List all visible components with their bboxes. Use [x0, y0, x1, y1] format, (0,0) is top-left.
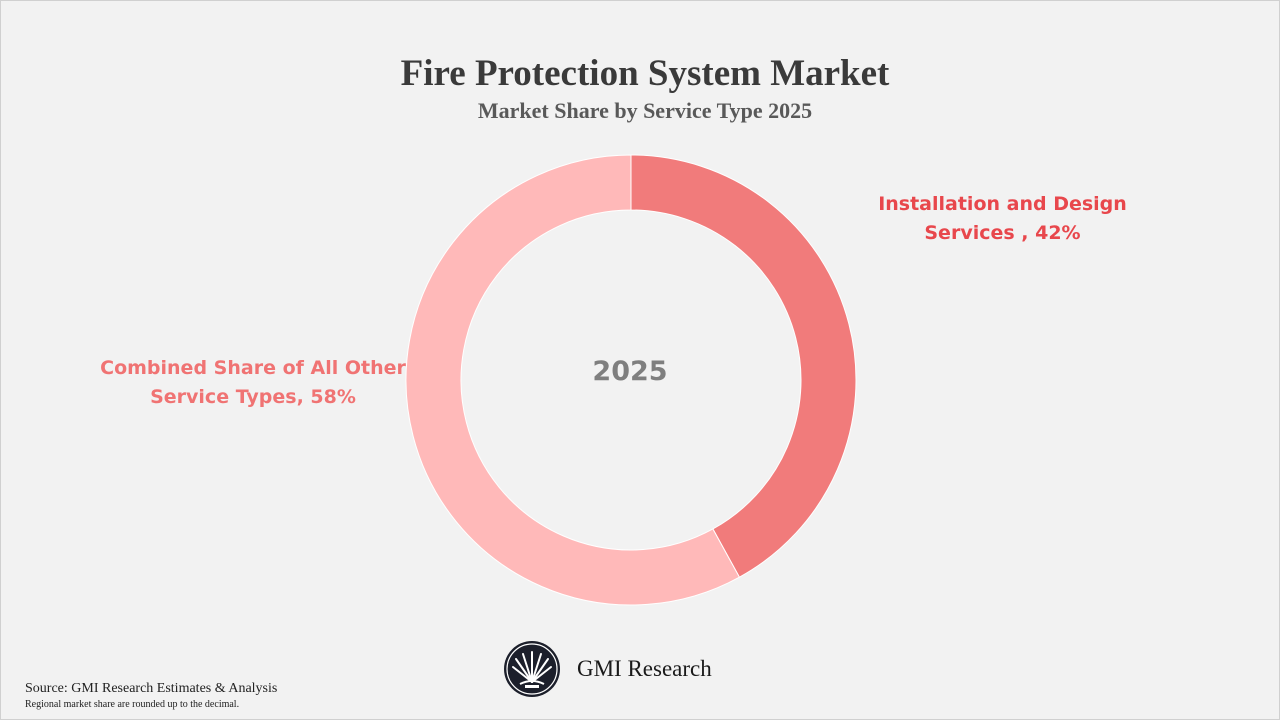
gmi-fan-logo-icon — [504, 641, 560, 697]
slice-label-installation-line1: Installation and Design — [878, 193, 1127, 215]
brand-name: GMI Research — [577, 656, 712, 681]
donut-slice-1 — [405, 154, 741, 606]
chart-subtitle: Market Share by Service Type 2025 — [477, 98, 813, 123]
slice-label-other-line2: Service Types, 58% — [150, 386, 356, 408]
slice-label-other-line1: Combined Share of All Other — [100, 357, 406, 379]
chart-title: Fire Protection System Market — [400, 53, 890, 94]
slice-label-installation-line2: Services , 42% — [924, 222, 1081, 244]
slice-label-installation: Installation and Design Services , 42% — [860, 190, 1145, 248]
rounding-note: Regional market share are rounded up to … — [25, 699, 240, 710]
slice-label-other: Combined Share of All Other Service Type… — [98, 354, 408, 412]
source-note: Source: GMI Research Estimates & Analysi… — [25, 681, 278, 696]
center-year-label: 2025 — [592, 356, 668, 387]
donut-slice-0 — [630, 154, 857, 578]
